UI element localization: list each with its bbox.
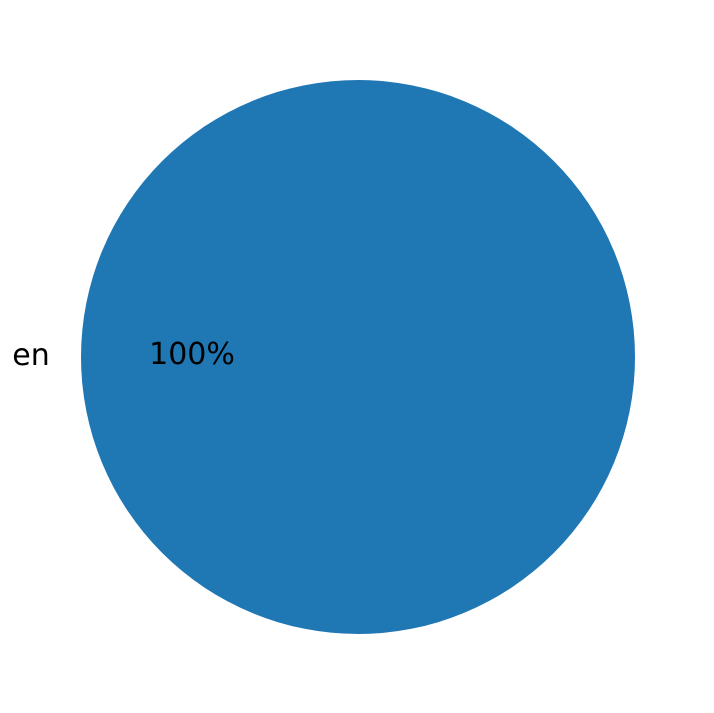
pie-slice-en[interactable] [81,80,635,634]
pie-percent-label-en: 100% [149,337,235,372]
pie-slice-label-en: en [12,338,50,373]
